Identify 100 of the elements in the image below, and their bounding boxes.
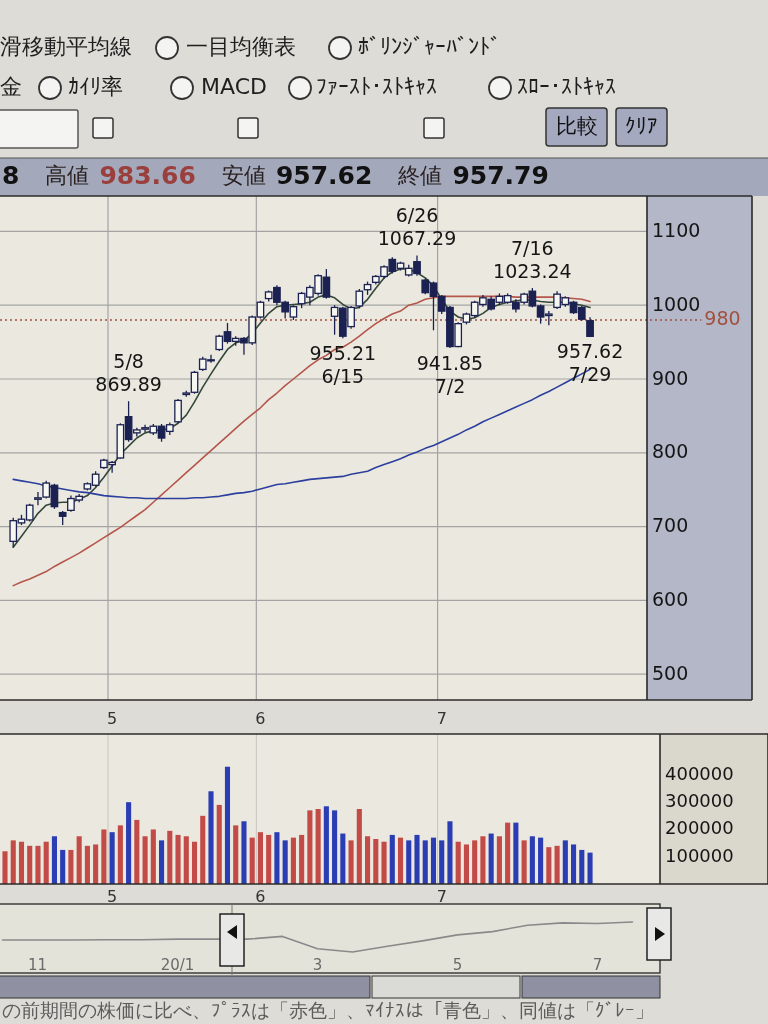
- bar: [117, 825, 123, 884]
- bar: [447, 821, 453, 884]
- text: 終値 957.79: [397, 161, 549, 190]
- bar: [356, 809, 362, 884]
- bar: [348, 840, 354, 884]
- bar: [266, 834, 272, 884]
- y-tick-label: 300000: [665, 790, 734, 812]
- bar: [488, 833, 494, 884]
- bar: [529, 836, 535, 884]
- bar: [389, 834, 395, 884]
- x-tick-label: 5: [107, 708, 118, 728]
- bar: [2, 851, 8, 884]
- bar: [579, 849, 585, 884]
- text: ﾌｧｰｽﾄ･ｽﾄｷｬｽ: [316, 74, 437, 99]
- bar: [472, 840, 478, 884]
- y-tick-label: 400000: [665, 762, 734, 784]
- bar: [455, 841, 461, 884]
- y-tick-label: 800: [652, 440, 689, 463]
- bar: [546, 847, 552, 884]
- y-tick-label: 700: [652, 514, 689, 537]
- bar: [373, 839, 379, 884]
- bar: [257, 832, 263, 884]
- text: ｽﾛｰ･ｽﾄｷｬｽ: [517, 74, 616, 99]
- bar: [10, 840, 16, 884]
- bar: [496, 836, 502, 884]
- x-tick-label: 20/1: [160, 955, 195, 974]
- y-tick-label: 500: [652, 661, 689, 684]
- bar: [430, 837, 437, 884]
- bar: [233, 825, 239, 884]
- button: 比較: [545, 107, 608, 147]
- bar: [463, 844, 469, 884]
- bar: [126, 802, 132, 884]
- x-tick-label: 6: [255, 886, 266, 906]
- bar: [521, 840, 527, 884]
- bar: [60, 849, 66, 884]
- bar: [84, 845, 90, 884]
- bar: [150, 829, 156, 884]
- y-tick-label: 1000: [652, 292, 701, 315]
- bar: [282, 840, 288, 884]
- bar: [439, 840, 445, 884]
- x-tick-label: 6: [255, 708, 266, 728]
- text: MACD: [201, 74, 267, 99]
- bar: [43, 841, 49, 884]
- bar: [554, 845, 560, 884]
- bar: [249, 837, 255, 884]
- bar: [167, 830, 173, 884]
- bar: [505, 822, 511, 884]
- bar: [299, 834, 305, 884]
- bar: [513, 822, 519, 884]
- y-tick-label: 200000: [665, 817, 734, 839]
- bar: [406, 840, 412, 884]
- bar: [68, 849, 74, 884]
- text: ｶｲﾘ率: [68, 74, 123, 99]
- text: 滑移動平均線: [0, 34, 132, 59]
- x-tick-label: 3: [312, 955, 323, 974]
- bar: [216, 804, 222, 884]
- x-tick-label: 7: [592, 955, 603, 974]
- ref-line-label: 980: [704, 307, 741, 330]
- x-tick-label: 5: [107, 886, 118, 906]
- text: 安値 957.62: [221, 161, 373, 190]
- bar: [290, 837, 296, 884]
- bar: [538, 837, 544, 884]
- y-tick-label: 900: [652, 366, 689, 389]
- bar: [191, 841, 198, 884]
- x-tick-label: 11: [27, 955, 48, 974]
- bar: [307, 810, 313, 884]
- bar: [76, 836, 82, 884]
- bar: [365, 836, 371, 884]
- bar: [175, 834, 181, 884]
- bar: [134, 819, 140, 884]
- bar: [323, 806, 329, 884]
- bar: [27, 845, 33, 884]
- bar: [571, 844, 577, 884]
- bar: [200, 815, 206, 884]
- bar: [562, 840, 568, 884]
- text: 8: [2, 161, 20, 190]
- text: 金: [0, 74, 22, 99]
- bar: [159, 840, 165, 884]
- x-tick-label: 5: [452, 955, 463, 974]
- bar: [183, 836, 189, 884]
- x-tick-label: 7: [436, 708, 447, 728]
- text: ﾎﾞﾘﾝｼﾞｬｰﾊﾞﾝﾄﾞ: [358, 34, 501, 59]
- y-tick-label: 1100: [652, 218, 701, 241]
- bar: [18, 841, 25, 884]
- bar: [142, 836, 148, 884]
- bar: [35, 845, 41, 884]
- bar: [241, 821, 247, 884]
- bar: [332, 810, 338, 884]
- bar: [101, 829, 107, 884]
- text: の前期間の株価に比べ、ﾌﾟﾗｽは「赤色」、ﾏｲﾅｽは「青色」、同値は「ｸﾞﾚｰ」: [2, 998, 654, 1021]
- bar: [587, 852, 593, 884]
- bar: [51, 836, 57, 884]
- bar: [224, 766, 231, 884]
- annotation: 941.85 7/2: [416, 351, 484, 397]
- bar: [397, 837, 404, 884]
- text: 一目均衡表: [186, 34, 296, 59]
- bar: [274, 832, 280, 884]
- annotation: 7/16 1023.24: [493, 236, 572, 282]
- bar: [109, 832, 115, 884]
- bar: [414, 834, 420, 884]
